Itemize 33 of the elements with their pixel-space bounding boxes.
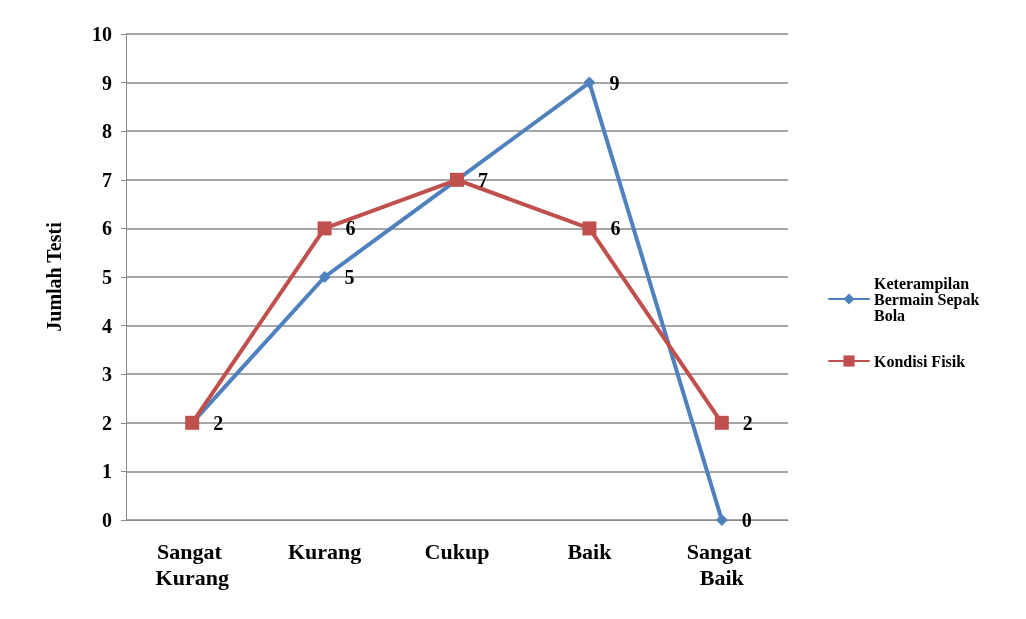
point	[714, 415, 729, 430]
legend-label: Kondisi Fisik	[874, 352, 966, 370]
y-tick-label: 9	[102, 71, 112, 94]
point	[583, 76, 596, 89]
y-tick-label: 10	[92, 23, 112, 45]
y-tick-label: 6	[102, 217, 112, 240]
y-tick-label: 0	[102, 509, 112, 531]
y-tick-label: 7	[102, 168, 112, 191]
y-tick-label: 4	[102, 314, 112, 337]
y-tick-label: 8	[102, 120, 112, 143]
data-label: 6	[345, 217, 356, 240]
y-tick-label: 3	[102, 363, 112, 386]
data-label: 2	[742, 411, 753, 434]
data-label: 5	[344, 266, 355, 288]
data-label: 2	[213, 411, 224, 434]
x-tick-label: Sangat Kurang	[155, 538, 229, 590]
x-tick-label: Sangat Baik	[686, 538, 757, 590]
point	[317, 221, 332, 236]
legend-label: Keterampilan Bermain Sepak Bola	[874, 274, 984, 324]
point	[715, 514, 728, 526]
y-tick-label: 2	[102, 411, 112, 434]
x-tick-label: Baik	[567, 538, 613, 564]
x-tick-label: Kurang	[287, 538, 362, 564]
data-label: 0	[741, 509, 752, 531]
data-label: 6	[610, 217, 621, 240]
y-tick-label: 5	[102, 266, 112, 288]
y-axis-title: Jumlah Testi	[43, 221, 65, 332]
data-label: 9	[609, 71, 620, 94]
point	[582, 221, 597, 236]
y-tick-label: 1	[102, 460, 112, 483]
data-label: 7	[478, 168, 488, 191]
x-tick-label: Cukup	[424, 538, 490, 564]
point	[318, 271, 331, 283]
